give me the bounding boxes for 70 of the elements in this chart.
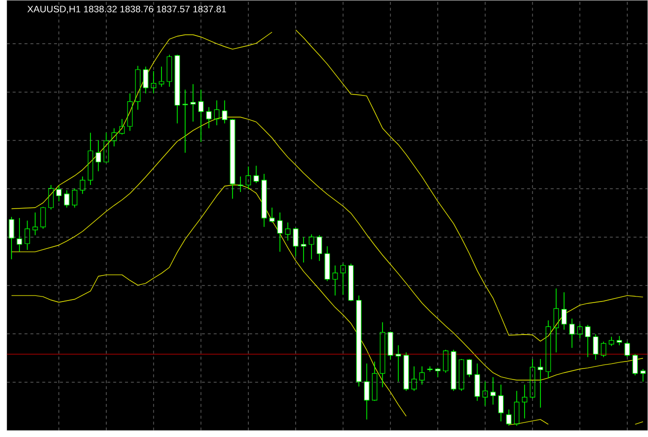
candlestick xyxy=(308,234,314,260)
candlestick xyxy=(427,366,433,372)
candlestick xyxy=(277,212,283,252)
candlestick xyxy=(490,376,496,405)
candlestick xyxy=(474,362,480,402)
candlestick xyxy=(206,106,212,128)
candlestick xyxy=(608,336,614,346)
candlestick xyxy=(316,234,322,262)
candlestick xyxy=(285,222,290,241)
candlestick xyxy=(458,359,464,392)
candlestick xyxy=(300,236,306,263)
candlestick xyxy=(388,332,394,360)
candlestick xyxy=(364,362,370,420)
candlestick xyxy=(561,292,567,330)
candlestick xyxy=(293,228,298,256)
candlestick xyxy=(190,84,196,122)
candlestick xyxy=(166,54,172,87)
candlestick xyxy=(380,322,386,388)
candlestick xyxy=(261,173,267,228)
candlestick xyxy=(632,354,638,376)
candlestick xyxy=(348,263,354,301)
candlestick xyxy=(80,176,86,194)
candlestick xyxy=(230,119,236,199)
candlestick xyxy=(569,318,575,348)
candlestick xyxy=(127,92,133,132)
candlestick xyxy=(419,366,425,385)
candlestick xyxy=(514,390,520,426)
candlestick xyxy=(56,185,62,202)
candlestick xyxy=(96,140,102,172)
candlestick xyxy=(600,341,606,358)
chart-title: XAUUSD,H1 1838.32 1838.76 1837.57 1837.81 xyxy=(27,6,226,14)
candlestick xyxy=(554,288,559,353)
candlestick xyxy=(324,246,330,282)
candlestick xyxy=(24,220,30,250)
candlestick xyxy=(498,384,504,422)
candlestick xyxy=(640,368,646,382)
candlestick xyxy=(466,359,472,378)
candlestick xyxy=(198,89,204,142)
candlestick xyxy=(135,65,140,110)
candlestick xyxy=(16,217,22,252)
candlestick xyxy=(538,358,544,408)
candlestick xyxy=(158,66,164,87)
candlestick xyxy=(238,176,244,192)
candlestick xyxy=(269,207,275,223)
candlestick xyxy=(340,263,346,296)
candlestick xyxy=(8,216,14,260)
candlestick xyxy=(585,324,590,358)
candlestick xyxy=(150,70,156,94)
candlestick xyxy=(332,264,338,296)
candlestick xyxy=(482,381,488,406)
candlestick xyxy=(450,349,456,392)
candlestick xyxy=(356,295,362,387)
candlestick xyxy=(530,358,536,399)
candlestick xyxy=(372,361,378,400)
candlestick xyxy=(522,384,528,419)
candlestick xyxy=(174,55,180,124)
candlestick xyxy=(396,344,401,382)
candlestick xyxy=(48,184,54,210)
candlestick xyxy=(411,366,417,392)
candlestick xyxy=(88,132,94,186)
candlestick xyxy=(222,100,228,124)
candlestick xyxy=(246,166,251,190)
candlestick xyxy=(32,212,38,236)
candlestick xyxy=(40,207,46,230)
candlestick xyxy=(214,100,220,126)
candlestick xyxy=(577,324,583,339)
candlestick xyxy=(546,320,551,379)
candlestick xyxy=(119,118,125,135)
candlestick xyxy=(254,165,259,184)
candlestick xyxy=(111,128,117,147)
